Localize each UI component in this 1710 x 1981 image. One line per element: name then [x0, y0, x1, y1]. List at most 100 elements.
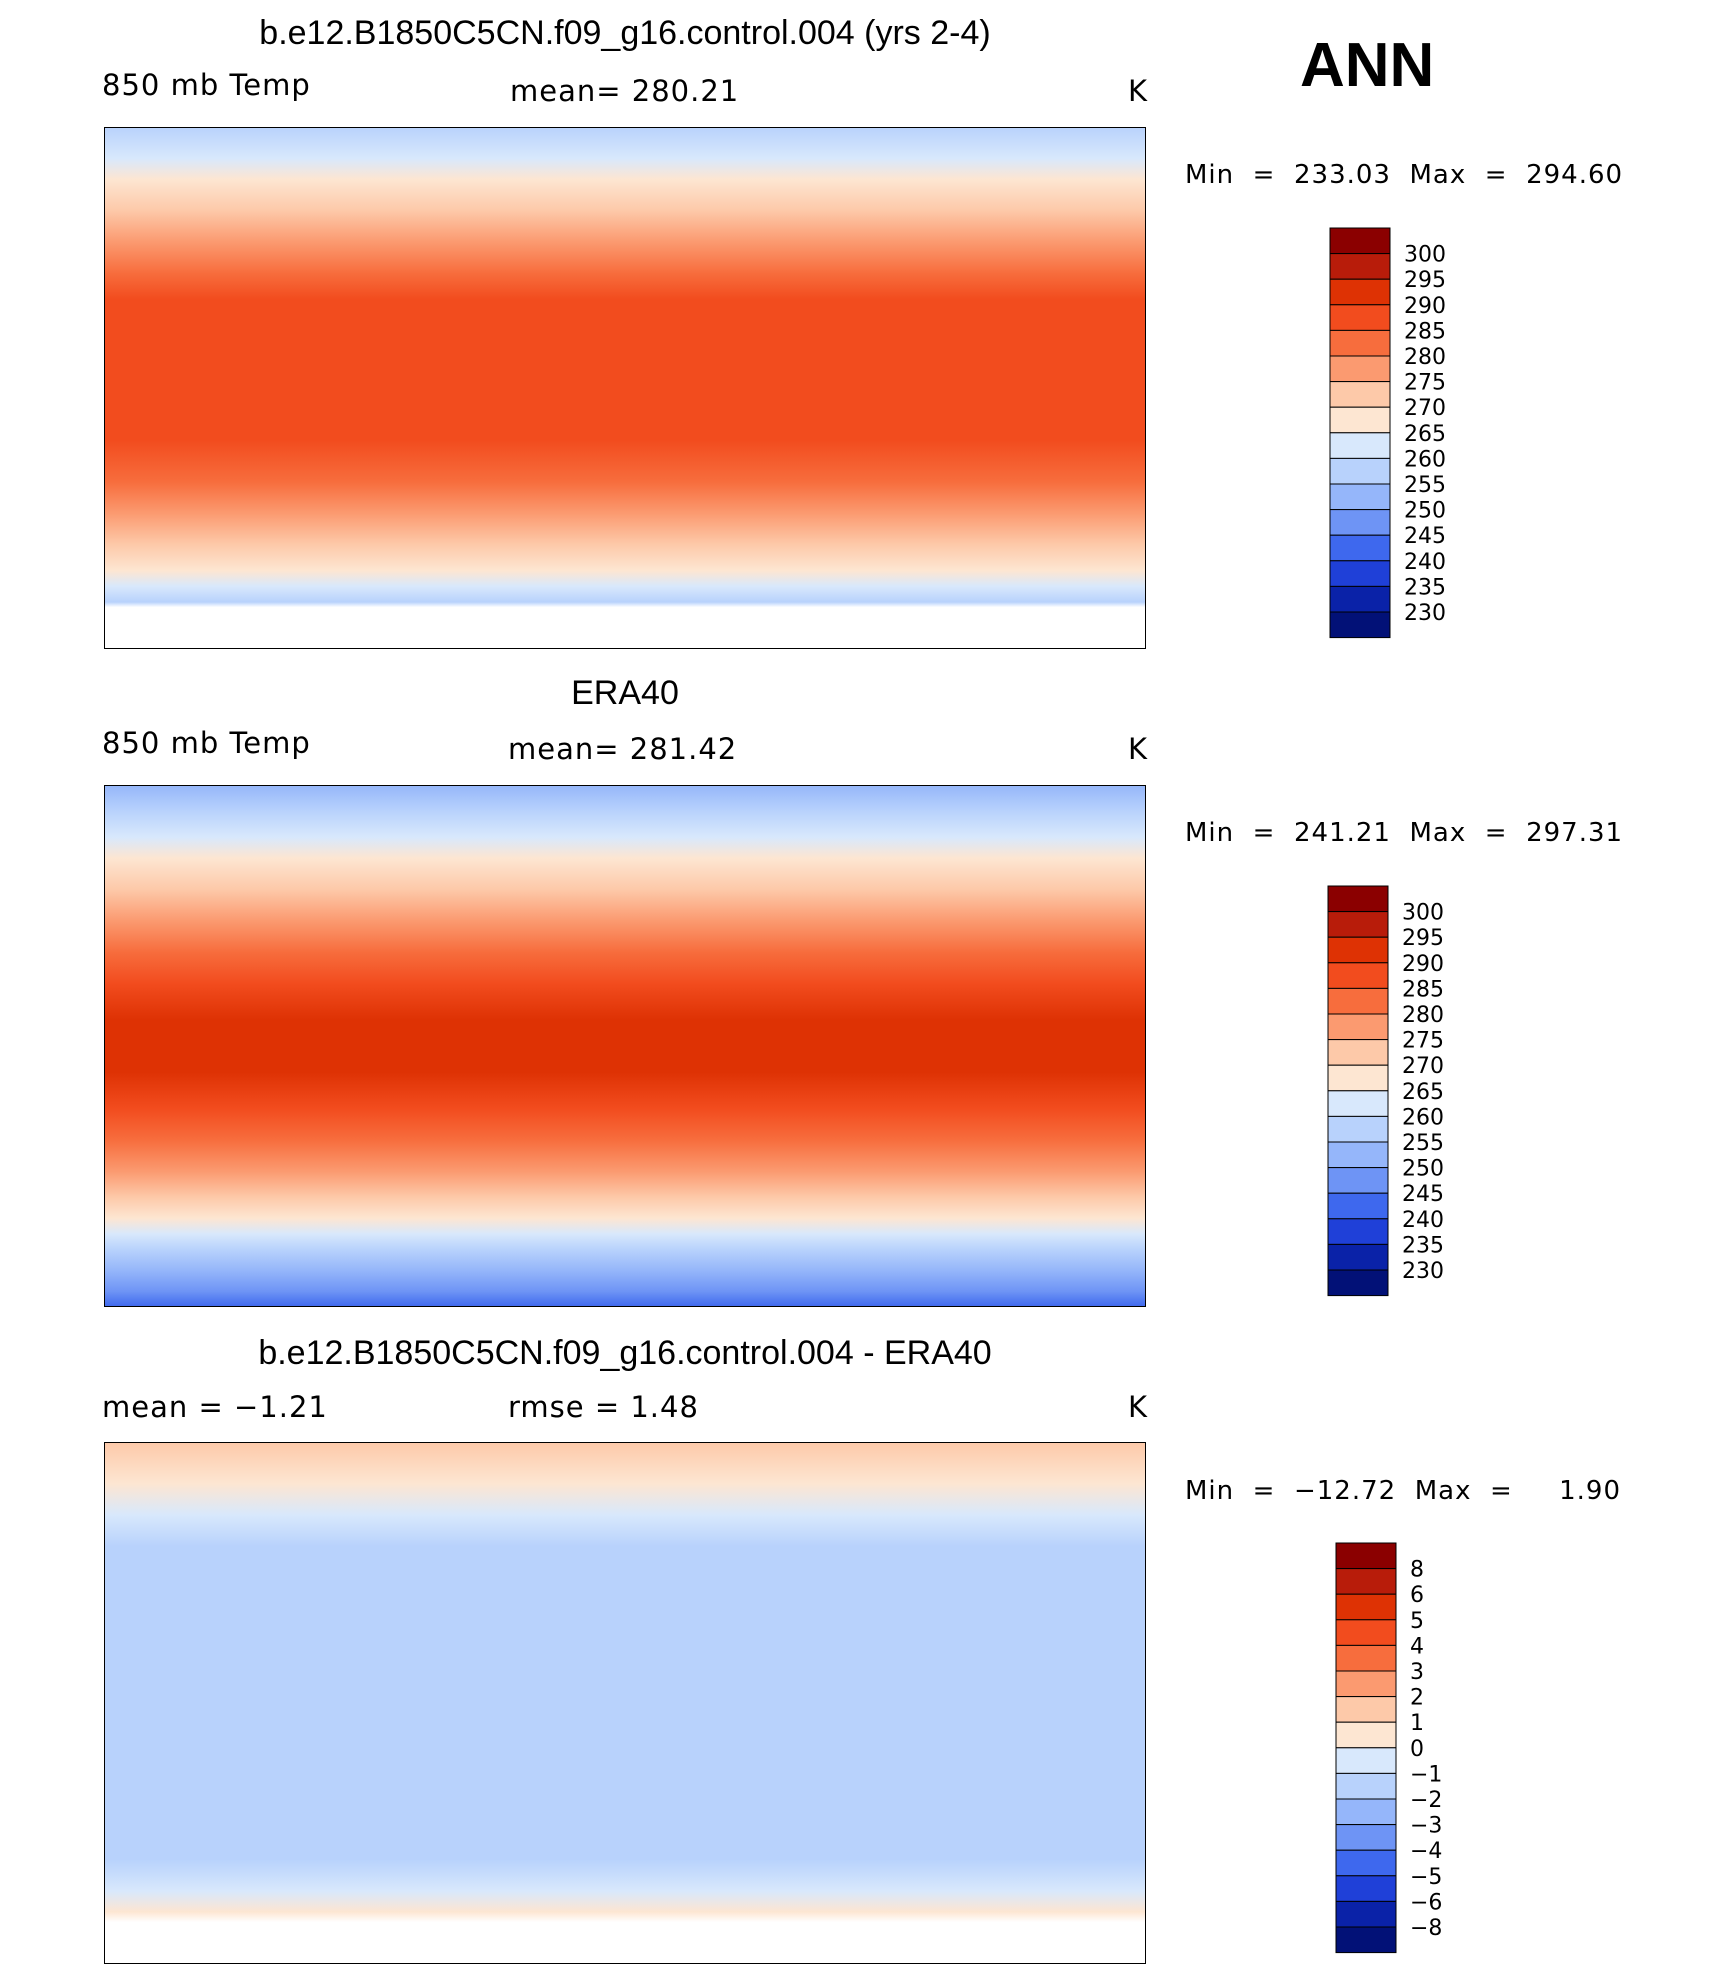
colorbar-swatch	[1327, 1243, 1389, 1271]
colorbar-tick-label: 295	[1404, 268, 1446, 293]
colorbar-swatch	[1329, 278, 1391, 306]
colorbar-tick-label: 235	[1404, 575, 1446, 600]
colorbar-swatch	[1329, 355, 1391, 383]
colorbar-swatch	[1329, 432, 1391, 459]
panel-3-field	[104, 1442, 1146, 1964]
panel-2-colorbar-svg: 3002952902852802752702652602552502452402…	[1327, 885, 1444, 1297]
colorbar-swatch	[1327, 987, 1389, 1015]
colorbar-tick-label: 255	[1404, 473, 1446, 498]
colorbar-tick-label: 265	[1404, 422, 1446, 447]
panel-1-title: b.e12.B1850C5CN.f09_g16.control.004 (yrs…	[259, 14, 991, 52]
colorbar-tick-label: 1	[1410, 1711, 1424, 1736]
panel-2-colorbar: 300 295 290 285 280 275 270 265 260 255 250 245 240 2…	[1327, 885, 1468, 1306]
colorbar-swatch	[1327, 1218, 1389, 1245]
colorbar-tick-label: 235	[1402, 1233, 1444, 1258]
panel-2-mean-label: mean= 281.42	[508, 732, 738, 766]
colorbar-swatch	[1327, 936, 1389, 964]
colorbar-swatch	[1335, 1593, 1397, 1621]
colorbar-tick-label: 5	[1410, 1609, 1424, 1634]
colorbar-swatch	[1335, 1798, 1397, 1826]
colorbar-tick-label: 3	[1410, 1660, 1424, 1685]
colorbar-tick-label: 290	[1402, 952, 1444, 977]
colorbar-swatch	[1335, 1696, 1397, 1723]
colorbar-tick-label: 255	[1402, 1131, 1444, 1156]
panel-3-rmse-label: rmse = 1.48	[508, 1390, 699, 1424]
panel-3-colorbar: 8 6 5 4 3 2 1 0 −1 −2 −3 −4 −5 −6 −8	[1335, 1542, 1476, 1963]
colorbar-swatch	[1335, 1619, 1397, 1646]
panel-1-units: K	[1128, 74, 1149, 108]
colorbar-tick-label: 250	[1402, 1157, 1444, 1182]
colorbar-tick-label: 8	[1410, 1558, 1424, 1583]
colorbar-swatch	[1335, 1670, 1397, 1698]
colorbar-swatch	[1327, 1013, 1389, 1041]
colorbar-tick-label: 275	[1402, 1029, 1444, 1054]
panel-3-map	[104, 1442, 1146, 1964]
colorbar-swatch	[1329, 253, 1391, 280]
colorbar-swatch	[1329, 585, 1391, 613]
colorbar-tick-label: 6	[1410, 1583, 1424, 1608]
colorbar-swatch	[1335, 1926, 1397, 1954]
colorbar-swatch	[1327, 1039, 1389, 1066]
panel-3-map-svg	[104, 1442, 1146, 1964]
panel-2-title: ERA40	[571, 674, 679, 712]
colorbar-swatch	[1327, 1269, 1389, 1297]
colorbar-swatch	[1329, 329, 1391, 357]
colorbar-tick-label: 240	[1402, 1208, 1444, 1233]
panel-2-map-svg	[104, 785, 1146, 1307]
panel-3-title: b.e12.B1850C5CN.f09_g16.control.004 - ER…	[258, 1334, 992, 1372]
colorbar-tick-label: 2	[1410, 1686, 1424, 1711]
panel-1-minmax: Min = 233.03 Max = 294.60	[1185, 160, 1624, 190]
panel-1-field	[104, 127, 1146, 649]
colorbar-swatch	[1335, 1747, 1397, 1774]
colorbar-swatch	[1335, 1824, 1397, 1851]
colorbar-tick-label: 285	[1404, 319, 1446, 344]
colorbar-swatch	[1329, 227, 1391, 255]
colorbar-swatch	[1329, 509, 1391, 536]
colorbar-swatch	[1329, 534, 1391, 562]
colorbar-tick-label: −3	[1410, 1814, 1442, 1839]
panel-3-mean-label: mean = −1.21	[102, 1390, 328, 1424]
colorbar-tick-label: −1	[1410, 1762, 1442, 1787]
season-label: ANN	[1300, 31, 1435, 100]
colorbar-tick-label: 250	[1404, 499, 1446, 524]
panel-1-colorbar-svg: 3002952902852802752702652602552502452402…	[1329, 227, 1446, 639]
colorbar-tick-label: 290	[1404, 294, 1446, 319]
colorbar-tick-label: 295	[1402, 926, 1444, 951]
colorbar-swatch	[1329, 457, 1391, 485]
colorbar-swatch	[1335, 1900, 1397, 1928]
colorbar-tick-label: 275	[1404, 371, 1446, 396]
colorbar-swatch	[1327, 962, 1389, 989]
colorbar-swatch	[1327, 1167, 1389, 1194]
colorbar-tick-label: 4	[1410, 1634, 1424, 1659]
colorbar-swatch	[1329, 483, 1391, 511]
colorbar-tick-label: −8	[1410, 1916, 1442, 1941]
panel-3-minmax: Min = −12.72 Max = 1.90	[1185, 1476, 1622, 1506]
colorbar-tick-label: −6	[1410, 1890, 1442, 1915]
colorbar-swatch	[1327, 1115, 1389, 1143]
panel-1-map-svg	[104, 127, 1146, 649]
colorbar-swatch	[1327, 1192, 1389, 1220]
colorbar-tick-label: 280	[1404, 345, 1446, 370]
colorbar-tick-label: −2	[1410, 1788, 1442, 1813]
colorbar-swatch	[1335, 1644, 1397, 1672]
colorbar-swatch	[1329, 560, 1391, 587]
colorbar-swatch	[1329, 381, 1391, 408]
panel-2-units: K	[1128, 732, 1149, 766]
colorbar-tick-label: 280	[1402, 1003, 1444, 1028]
colorbar-swatch	[1327, 885, 1389, 913]
panel-1-variable-label: 850 mb Temp	[102, 68, 311, 102]
colorbar-swatch	[1329, 304, 1391, 331]
colorbar-swatch	[1327, 1064, 1389, 1092]
colorbar-swatch	[1335, 1772, 1397, 1800]
colorbar-tick-label: 230	[1402, 1259, 1444, 1284]
colorbar-tick-label: −4	[1410, 1839, 1442, 1864]
colorbar-tick-label: 300	[1404, 243, 1446, 268]
colorbar-tick-label: 245	[1404, 524, 1446, 549]
panel-2-variable-label: 850 mb Temp	[102, 726, 311, 760]
colorbar-tick-label: 230	[1404, 601, 1446, 626]
colorbar-tick-label: 245	[1402, 1182, 1444, 1207]
panel-1-mean-label: mean= 280.21	[510, 74, 740, 108]
colorbar-tick-label: 285	[1402, 977, 1444, 1002]
colorbar-tick-label: −5	[1410, 1865, 1442, 1890]
